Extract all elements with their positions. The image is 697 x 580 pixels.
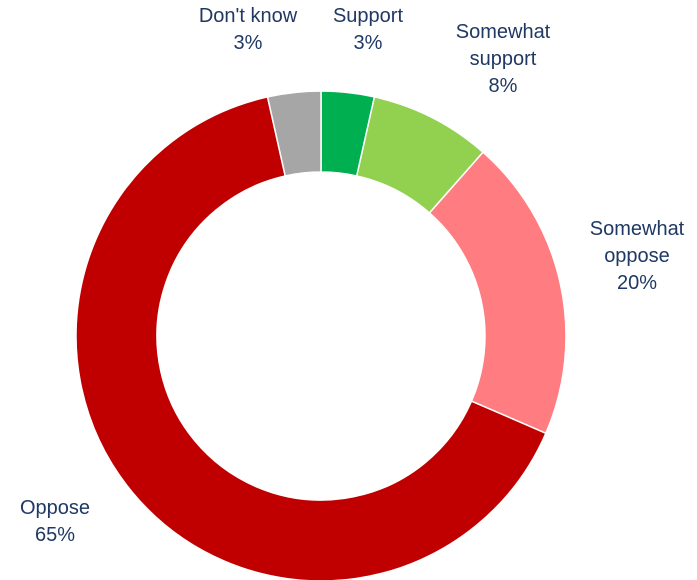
slice-name-label: Somewhat <box>590 218 685 240</box>
slice-labels: Support 3% Somewhat support 8% Somewhat oppose… <box>20 5 685 546</box>
slice-name-label: Don't know <box>199 5 298 27</box>
slice-name-label: support <box>470 48 537 70</box>
slice-label-support: Support 3% <box>333 5 403 54</box>
slice-value-label: 65% <box>35 524 75 546</box>
slice-name-label: Oppose <box>20 497 90 519</box>
slice-oppose <box>75 96 547 580</box>
slice-label-somewhat-oppose: Somewhat oppose 20% <box>590 218 685 294</box>
slice-label-oppose: Oppose 65% <box>20 497 90 546</box>
slice-label-don-t-know: Don't know 3% <box>199 5 298 54</box>
slice-value-label: 20% <box>617 272 657 294</box>
slice-name-label: oppose <box>604 245 670 267</box>
slice-label-somewhat-support: Somewhat support 8% <box>456 21 551 97</box>
slice-value-label: 3% <box>234 32 263 54</box>
slice-don-t-know <box>266 90 322 177</box>
slice-value-label: 3% <box>354 32 383 54</box>
slice-value-label: 8% <box>489 75 518 97</box>
slice-name-label: Support <box>333 5 403 27</box>
slice-somewhat-oppose <box>428 151 567 435</box>
donut-slices <box>75 90 567 580</box>
slice-name-label: Somewhat <box>456 21 551 43</box>
